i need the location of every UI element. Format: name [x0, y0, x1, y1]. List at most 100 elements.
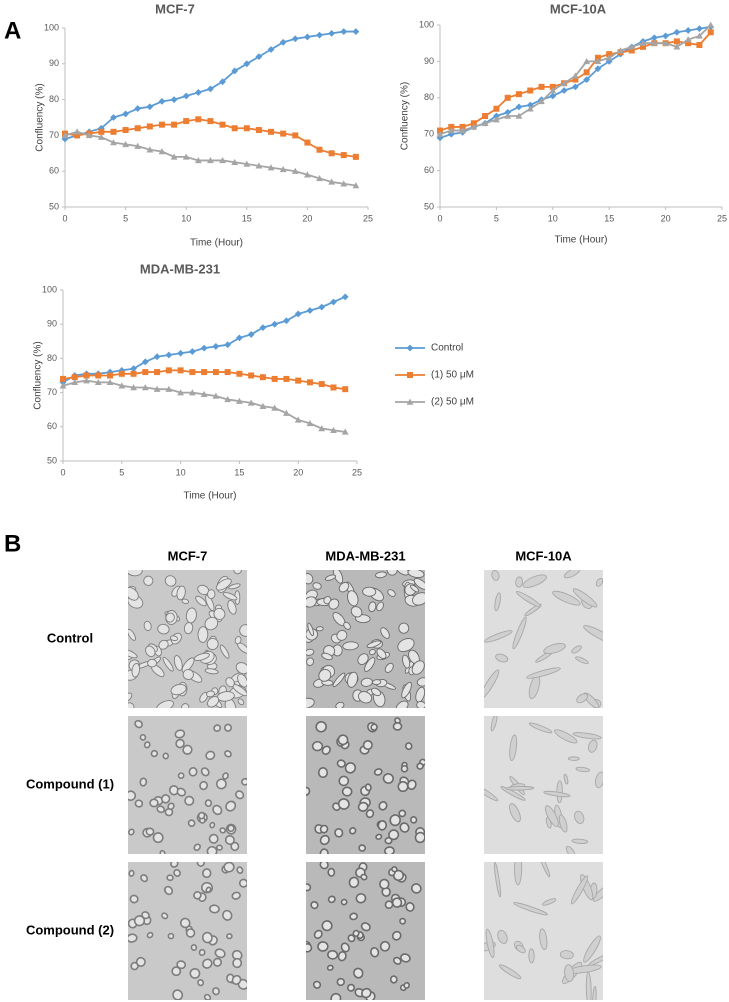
y-tick-label: 70 [49, 130, 59, 140]
point [280, 130, 287, 137]
point [247, 331, 255, 338]
cell [484, 669, 500, 700]
micrograph [128, 862, 247, 1000]
cell [327, 895, 336, 904]
cell [384, 846, 395, 854]
cell [522, 574, 547, 588]
cell [306, 697, 315, 708]
cell [407, 779, 417, 791]
point [212, 343, 220, 350]
cell [145, 645, 156, 658]
point [255, 162, 263, 169]
point [188, 389, 196, 396]
cell [134, 719, 143, 729]
cell [397, 638, 415, 653]
point [271, 404, 279, 411]
cell [230, 841, 240, 852]
point [673, 43, 681, 50]
cells [306, 570, 425, 708]
y-tick-label: 70 [47, 387, 57, 397]
cell [497, 929, 508, 944]
point [662, 32, 669, 40]
cell [156, 700, 174, 708]
cell [371, 687, 382, 697]
cell [128, 692, 133, 702]
point [352, 182, 360, 189]
point [316, 174, 323, 182]
point [340, 28, 348, 35]
cell [321, 745, 331, 755]
x-axis-label: Time (Hour) [184, 491, 237, 502]
cell [384, 836, 393, 845]
cell [143, 620, 152, 632]
cell [129, 894, 139, 904]
cell [416, 677, 425, 687]
point [177, 349, 184, 357]
cell [317, 767, 329, 779]
point [165, 385, 173, 392]
cell [197, 811, 206, 820]
point [640, 43, 647, 50]
cell [403, 981, 410, 989]
legend-label: Control [431, 343, 463, 354]
cell [307, 622, 314, 637]
cell [341, 786, 353, 797]
panel-label: A [4, 17, 21, 44]
micrograph-bg [484, 570, 603, 708]
series [436, 21, 715, 137]
point [255, 53, 263, 61]
cell [379, 878, 390, 890]
cell [193, 891, 202, 900]
point [194, 157, 202, 164]
point [304, 33, 311, 41]
x-tick-label: 25 [363, 213, 373, 223]
point [201, 369, 208, 376]
micrograph [306, 570, 425, 708]
cell [131, 662, 141, 678]
y-tick-label: 60 [424, 165, 434, 175]
point [594, 54, 601, 61]
cell [515, 944, 526, 954]
point [436, 130, 444, 137]
cell [187, 819, 196, 827]
series [62, 116, 359, 160]
cell [543, 643, 566, 655]
legend-label: (1) 50 μM [431, 370, 474, 381]
point [243, 125, 250, 132]
point [538, 98, 545, 105]
point [247, 399, 255, 406]
cell [395, 700, 409, 708]
cell [206, 637, 219, 651]
series-line [64, 118, 357, 158]
cell [319, 824, 329, 834]
cell [393, 956, 402, 965]
point [122, 110, 129, 118]
cell [402, 654, 411, 669]
y-tick-label: 80 [49, 94, 59, 104]
cell [219, 644, 230, 659]
cell [539, 928, 548, 951]
x-tick-label: 25 [352, 467, 362, 477]
point [130, 365, 137, 373]
point [294, 310, 302, 318]
cell [344, 762, 357, 774]
x-axis-label: Time (Hour) [555, 235, 608, 246]
point [685, 40, 692, 47]
y-tick-label: 50 [424, 201, 434, 211]
point [318, 381, 325, 388]
point [231, 125, 238, 132]
point [617, 47, 624, 54]
cell [416, 762, 424, 770]
column-header: MCF-7 [168, 548, 208, 563]
cell [222, 592, 238, 601]
cell [224, 750, 232, 758]
cell [565, 845, 576, 854]
cell [164, 575, 177, 587]
cell [541, 898, 557, 906]
cell [384, 662, 394, 673]
cells [306, 862, 422, 1000]
cell [376, 648, 387, 660]
cell [377, 820, 387, 831]
cell [306, 657, 314, 666]
cell [157, 623, 170, 635]
